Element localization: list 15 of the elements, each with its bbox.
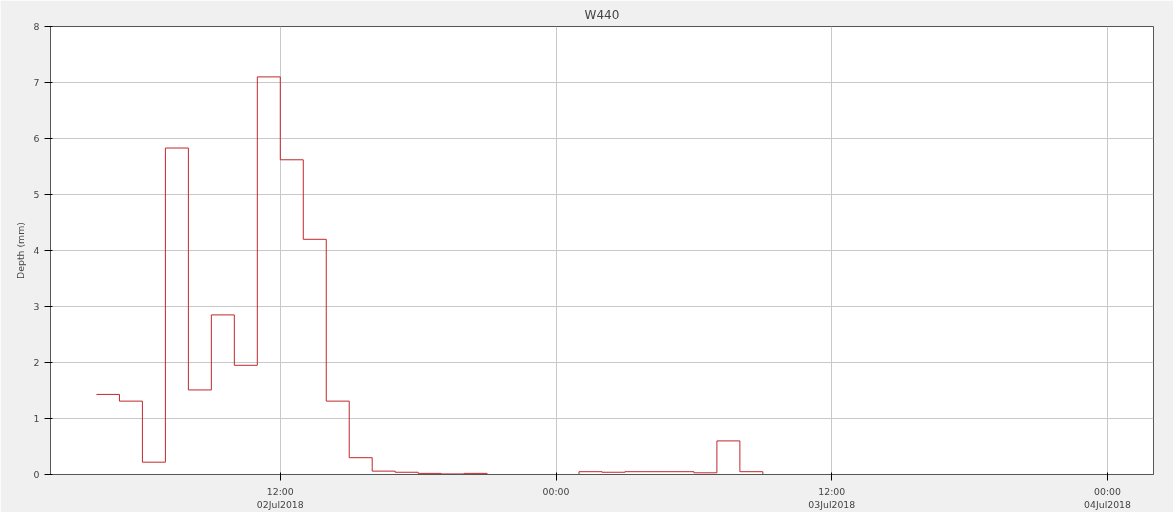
x-tick-label: 00:00 04Jul2018 [1084,485,1132,510]
y-tick-label: 2 [33,357,40,368]
y-tick-label: 1 [33,413,40,424]
y-tick-label: 6 [33,133,40,144]
y-tick-label: 0 [33,469,40,480]
y-tick-label: 3 [33,301,40,312]
y-tick-label: 7 [33,77,40,88]
y-tick-label: 5 [33,189,40,200]
y-axis-title: Depth (mm) [14,222,26,279]
chart-title: W440 [584,7,620,22]
y-tick-label: 8 [33,21,40,32]
x-tick-label: 12:00 03Jul2018 [808,485,856,510]
x-tick-label: 12:00 02Jul2018 [256,485,304,510]
y-tick-label: 4 [33,245,40,256]
x-tick-label: 00:00 [542,485,570,497]
